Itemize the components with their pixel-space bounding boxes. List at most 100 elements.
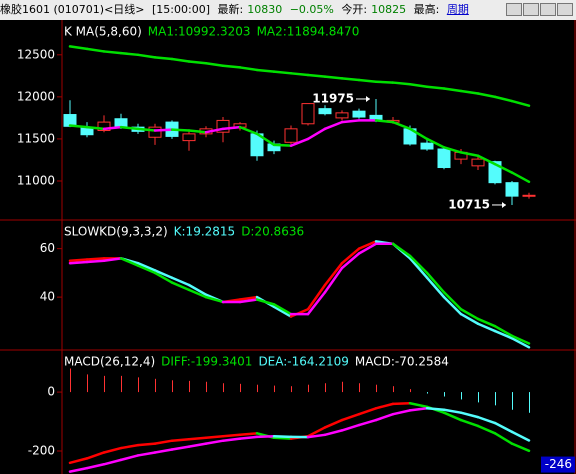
indicator-segment	[238, 435, 259, 440]
macd-bar	[444, 392, 445, 397]
y-tick-label: -200	[28, 444, 55, 458]
indicator-segment	[340, 412, 361, 422]
indicator-segment	[459, 151, 480, 158]
indicator-segment	[510, 337, 531, 349]
nav-button[interactable]	[506, 3, 522, 16]
candle-body	[471, 158, 485, 167]
macd-bar	[325, 383, 326, 393]
indicator-segment	[374, 402, 395, 410]
indicator-segment	[340, 252, 361, 270]
indicator-segment	[255, 132, 276, 147]
indicator-segment	[306, 291, 327, 316]
candle-body	[505, 182, 519, 197]
indicator-segment	[153, 448, 174, 454]
nav-button[interactable]	[540, 3, 556, 16]
indicator-segment	[493, 162, 514, 174]
indicator-segment	[204, 127, 225, 134]
indicator-segment	[255, 68, 276, 73]
indicator-segment	[170, 445, 191, 451]
macd-bar	[189, 380, 190, 393]
last-price: 10830	[247, 3, 283, 16]
indicator-segment	[391, 242, 412, 258]
candle-body	[114, 118, 128, 128]
indicator-segment	[459, 411, 480, 419]
indicator-segment	[238, 295, 259, 301]
indicator-segment	[289, 137, 310, 147]
macd-bar	[138, 377, 139, 393]
indicator-segment	[238, 125, 259, 136]
symbol: 橡胶1601 (010701)<日线>	[0, 3, 145, 16]
indicator-segment	[170, 276, 191, 287]
indicator-segment	[408, 82, 429, 89]
indicator-segment	[408, 127, 429, 141]
indicator-segment	[68, 260, 89, 265]
indicator-segment	[187, 283, 208, 296]
indicator-segment	[306, 73, 327, 78]
indicator-segment	[306, 433, 327, 439]
indicator-segment	[323, 418, 344, 429]
nav-button[interactable]	[523, 3, 539, 16]
candle-body	[369, 114, 383, 121]
indicator-segment	[272, 303, 293, 316]
indicator-segment	[255, 435, 276, 439]
macd-bar	[291, 386, 292, 393]
indicator-segment	[255, 298, 276, 306]
candle-body	[420, 142, 434, 150]
macd-bar	[512, 392, 513, 410]
indicator-segment	[204, 295, 225, 304]
indicator-segment	[221, 125, 242, 131]
indicator-segment	[442, 408, 463, 414]
indicator-segment	[170, 281, 191, 292]
indicator-segment	[119, 125, 140, 131]
indicator-segment	[85, 463, 106, 470]
indicator-segment	[408, 257, 429, 279]
indicator-segment	[323, 261, 344, 287]
macd-bar	[121, 375, 122, 393]
candle-body	[335, 112, 349, 119]
indicator-segment	[510, 171, 531, 184]
indicator-segment	[102, 125, 123, 131]
indicator-segment	[510, 442, 531, 453]
period-link[interactable]: 周期	[446, 3, 469, 16]
indicator-segment	[493, 421, 514, 434]
indicator-segment	[357, 407, 378, 416]
indicator-segment	[391, 402, 412, 406]
indicator-segment	[136, 442, 157, 447]
nav-button[interactable]	[557, 3, 573, 16]
indicator-segment	[238, 298, 259, 304]
indicator-segment	[153, 439, 174, 445]
legend-entry: DEA:-164.2109	[258, 355, 348, 369]
extreme-label: 11975	[312, 91, 354, 105]
candle-body	[284, 128, 298, 143]
indicator-segment	[340, 423, 361, 432]
extreme-arrowhead	[366, 95, 370, 102]
macd-bar	[393, 386, 394, 393]
indicator-segment	[136, 264, 157, 275]
indicator-segment	[442, 295, 463, 316]
indicator-segment	[340, 77, 361, 82]
indicator-segment	[323, 75, 344, 80]
indicator-segment	[357, 242, 378, 255]
y-tick-label: 60	[40, 241, 55, 255]
time: [15:00:00]	[152, 3, 210, 16]
indicator-segment	[289, 72, 310, 77]
indicator-segment	[221, 64, 242, 69]
indicator-segment	[391, 81, 412, 86]
y-tick-label: 12000	[17, 89, 55, 103]
indicator-segment	[68, 45, 89, 51]
y-tick-label: 0	[47, 385, 55, 399]
legend-entry: DIFF:-199.3401	[161, 355, 252, 369]
indicator-segment	[102, 257, 123, 263]
indicator-segment	[153, 128, 174, 132]
indicator-segment	[153, 56, 174, 61]
last-label: 最新:	[217, 3, 244, 16]
macd-bar	[223, 383, 224, 393]
indicator-segment	[510, 99, 531, 107]
macd-bar	[87, 374, 88, 393]
indicator-segment	[459, 312, 480, 326]
indicator-segment	[510, 430, 531, 442]
candle-body	[437, 148, 451, 169]
open-price: 10825	[371, 3, 407, 16]
indicator-segment	[187, 60, 208, 65]
indicator-segment	[374, 119, 395, 124]
